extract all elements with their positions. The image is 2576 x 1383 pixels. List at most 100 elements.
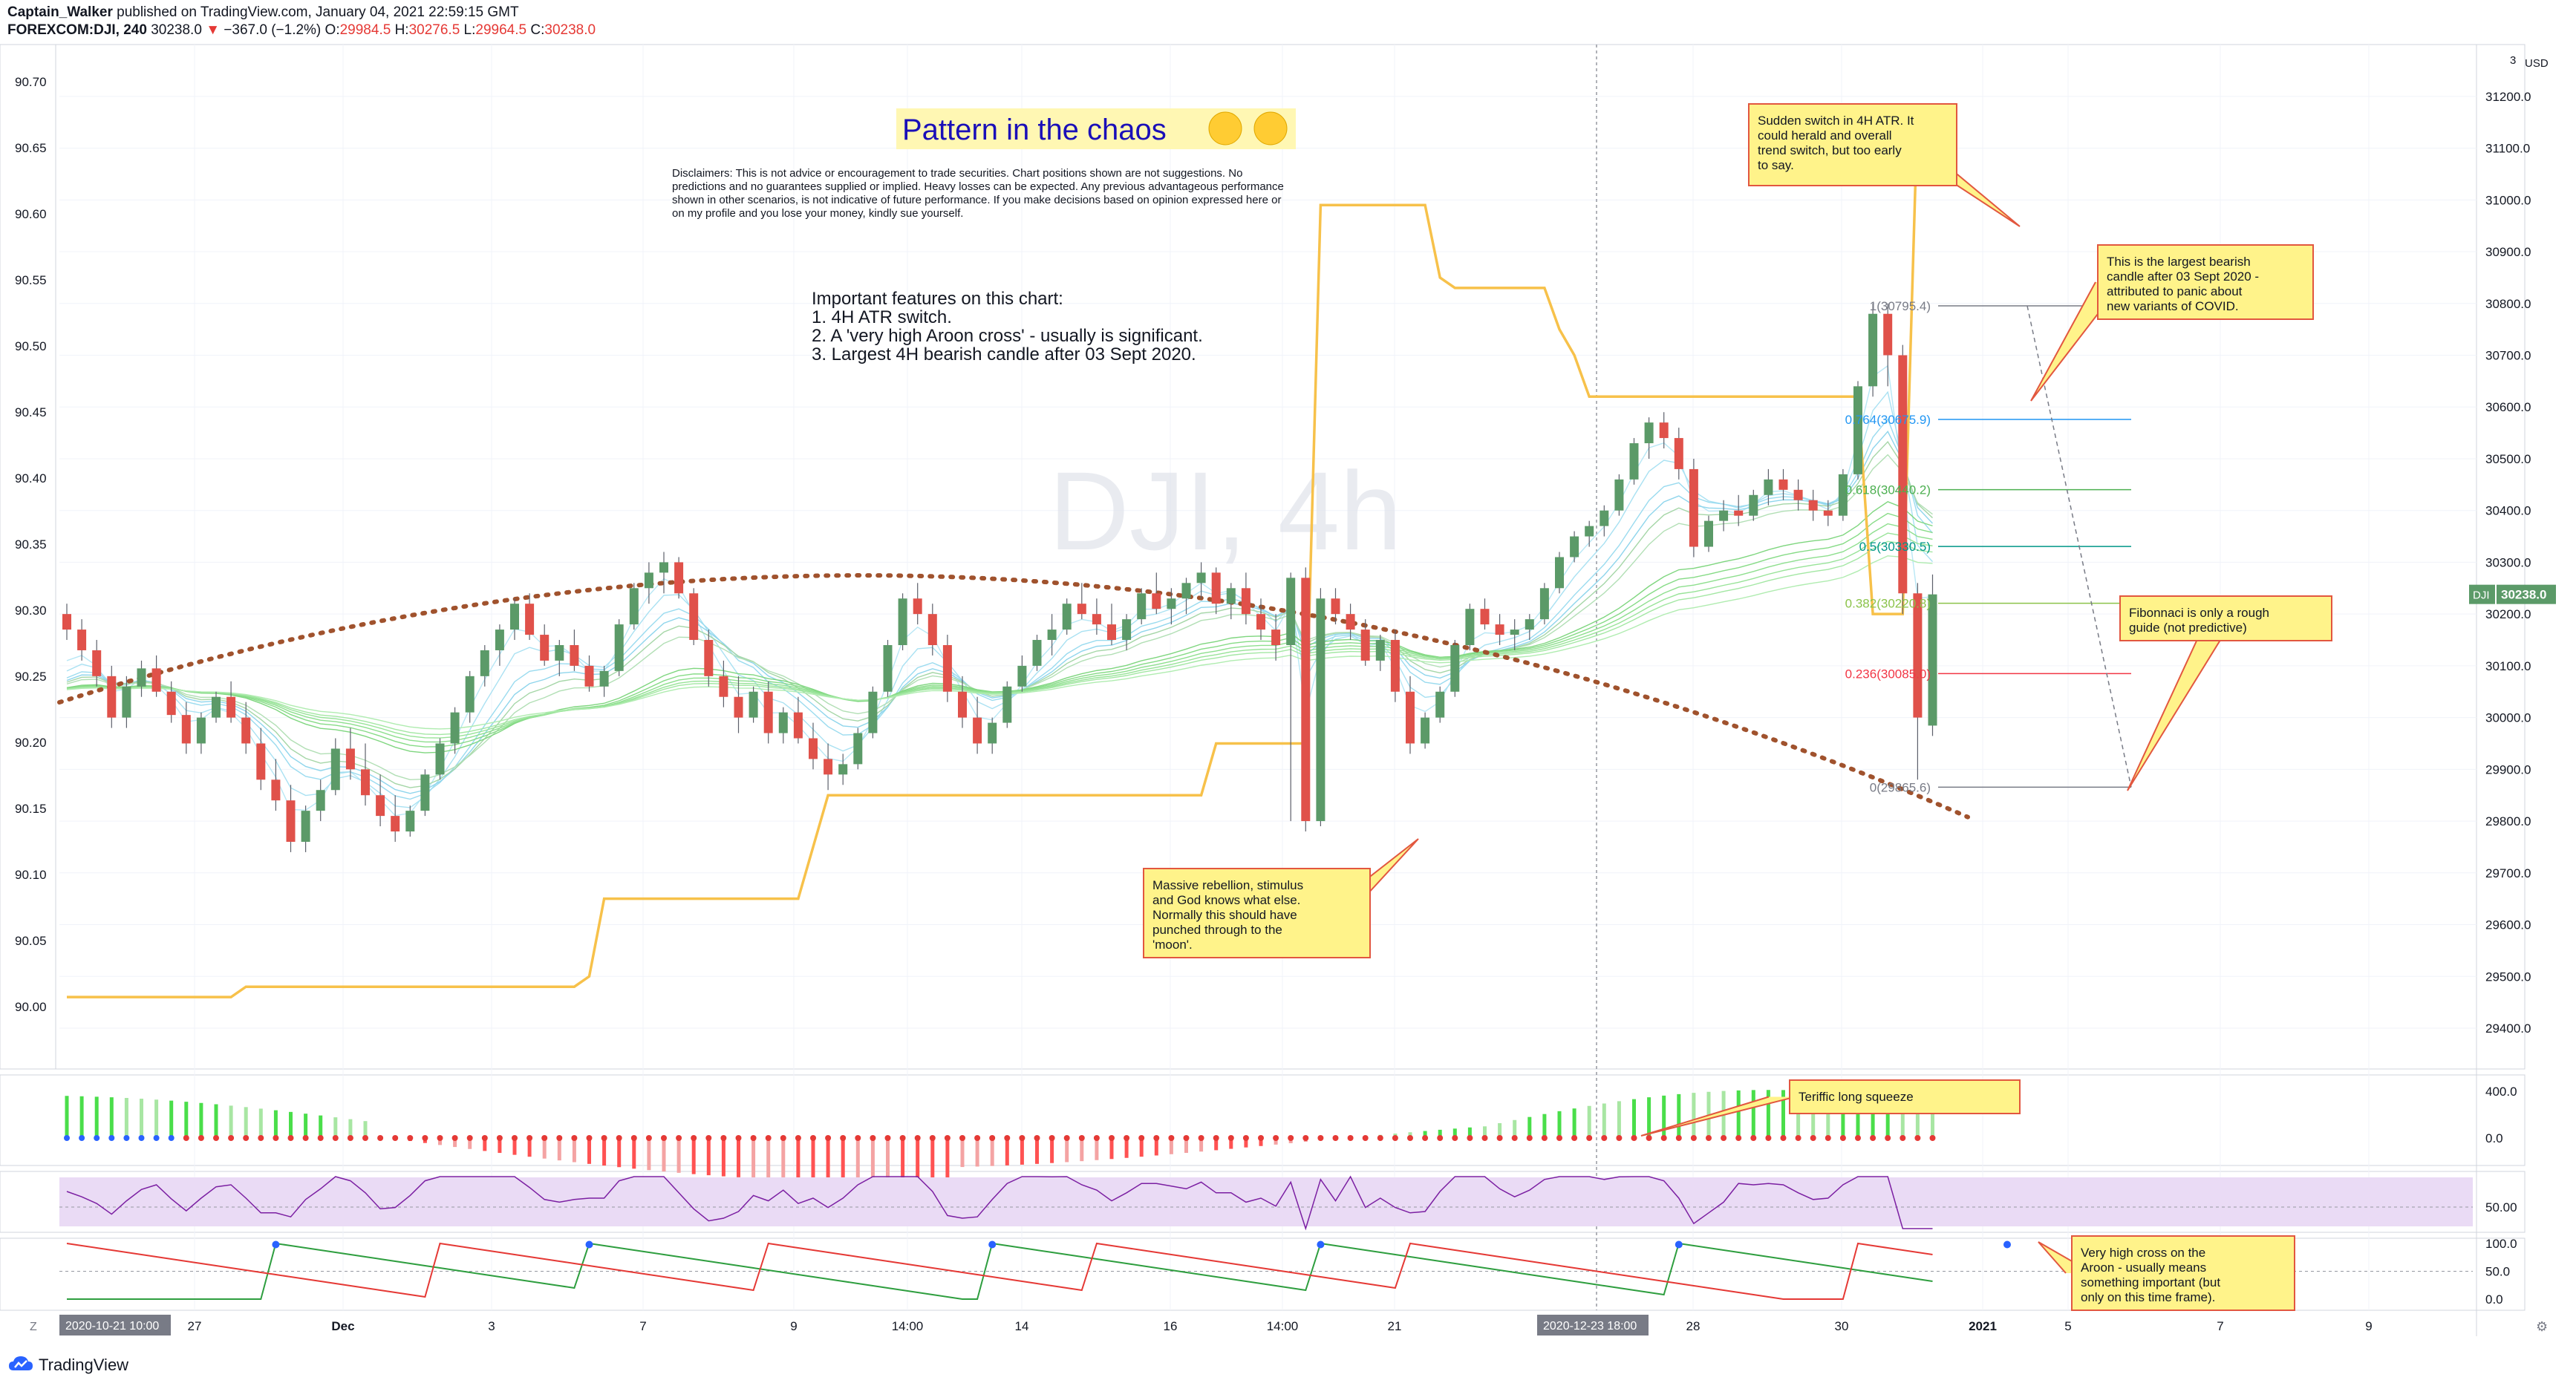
squeeze-dot — [1093, 1135, 1100, 1141]
left-axis-tick: 90.15 — [15, 802, 47, 816]
squeeze-dot — [138, 1135, 145, 1141]
squeeze-dot — [1556, 1135, 1562, 1141]
right-axis-tick: 30100.0 — [2485, 659, 2531, 673]
candle-body — [107, 676, 117, 718]
squeeze-dot — [1646, 1135, 1652, 1141]
atr-callout-text: could herald and overall — [1758, 128, 1892, 143]
candle-body — [1614, 479, 1624, 511]
candle-body — [584, 665, 594, 687]
ema-ribbon-line — [66, 431, 1934, 794]
candle-body — [465, 676, 475, 713]
x-axis-label: 5 — [2064, 1319, 2071, 1333]
candle-body — [1704, 520, 1713, 547]
candle-body — [719, 676, 728, 697]
squeeze-dot — [1242, 1135, 1249, 1141]
low-value: 29964.5 — [475, 22, 527, 38]
squeeze-callout-pointer — [1640, 1096, 1796, 1137]
candle-body — [1898, 355, 1908, 594]
squeeze-dot — [810, 1135, 816, 1141]
symbol-watermark: DJI, 4h — [1049, 448, 1401, 573]
right-axis-tick: 31200.0 — [2485, 90, 2531, 104]
candle-body — [1480, 609, 1490, 625]
squeeze-dot — [974, 1135, 981, 1141]
squeeze-callout-text: Teriffic long squeeze — [1799, 1090, 1914, 1104]
candle-body — [361, 769, 370, 796]
left-axis-tick: 90.05 — [15, 934, 47, 948]
candle-body — [614, 624, 624, 671]
symbol-label[interactable]: FOREXCOM:DJI, 240 — [7, 22, 147, 38]
fib-level-label: 0.764(30675.9) — [1845, 413, 1931, 427]
author-name[interactable]: Captain_Walker — [7, 4, 113, 20]
squeeze-dot — [1377, 1135, 1383, 1141]
candle-body — [778, 712, 788, 733]
published-text: published on TradingView.com, January 04… — [117, 4, 519, 20]
candle-body — [853, 733, 863, 765]
left-axis-tick: 90.50 — [15, 339, 47, 353]
squeeze-dot — [914, 1135, 921, 1141]
squeeze-dot — [1481, 1135, 1488, 1141]
aroon-down-line — [66, 1242, 1933, 1300]
squeeze-dot — [258, 1135, 264, 1141]
squeeze-dot — [1198, 1135, 1204, 1141]
atr-callout-text: to say. — [1758, 158, 1794, 172]
low-label: L: — [463, 22, 476, 38]
squeeze-dot — [332, 1135, 339, 1141]
candle-body — [555, 645, 564, 661]
candle-body — [809, 738, 818, 759]
squeeze-dot — [989, 1135, 996, 1141]
x-axis-label: 9 — [790, 1319, 797, 1333]
squeeze-dot — [1690, 1135, 1697, 1141]
candle-body — [1793, 489, 1803, 500]
x-axis-label: Dec — [331, 1319, 354, 1333]
candle-body — [166, 691, 176, 716]
squeeze-dot — [64, 1135, 70, 1141]
candle-body — [1077, 604, 1086, 615]
right-axis-tick: 29600.0 — [2485, 918, 2531, 932]
squeeze-dot — [1825, 1135, 1831, 1141]
candle-body — [1375, 640, 1385, 661]
x-axis-label: 21 — [1388, 1319, 1402, 1333]
fib-level-label: 1(30795.4) — [1870, 299, 1931, 313]
open-value: 29984.5 — [339, 22, 391, 38]
candle-body — [1421, 717, 1430, 744]
squeeze-dot — [1660, 1135, 1667, 1141]
fib-callout-box — [2119, 595, 2332, 641]
ema-ribbon-line — [66, 555, 1933, 730]
squeeze-dot — [1407, 1135, 1413, 1141]
x-axis-label: 14:00 — [1267, 1319, 1299, 1333]
squeeze-dot — [466, 1135, 473, 1141]
candle-body — [1853, 386, 1862, 474]
candle-body — [1495, 624, 1504, 635]
disclaimer-line: Disclaimers: This is not advice or encou… — [672, 167, 1242, 180]
squeeze-dot — [1437, 1135, 1444, 1141]
fib-trend-line — [2026, 305, 2132, 788]
aroon-callout-text: Very high cross on the — [2081, 1246, 2205, 1260]
squeeze-axis-tick: 400.0 — [2485, 1085, 2517, 1099]
left-axis-tick: 90.10 — [15, 868, 47, 882]
candle-body — [1465, 609, 1475, 645]
squeeze-dot — [317, 1135, 324, 1141]
squeeze-dot — [661, 1135, 667, 1141]
candle-body — [330, 748, 340, 791]
candle-body — [1778, 479, 1788, 490]
tradingview-logo[interactable]: TradingView — [7, 1353, 200, 1378]
candle-body — [883, 645, 893, 692]
candle-body — [241, 717, 251, 744]
candle-body — [256, 743, 266, 780]
candle-body — [77, 630, 87, 650]
left-axis-tick: 90.30 — [15, 604, 47, 618]
candle-body — [763, 691, 773, 733]
right-axis-tick: 29400.0 — [2485, 1021, 2531, 1036]
squeeze-dot — [750, 1135, 757, 1141]
squeeze-dot — [1019, 1135, 1025, 1141]
left-axis-tick: 90.00 — [15, 1000, 47, 1014]
squeeze-dot — [616, 1135, 622, 1141]
x-axis-label: 14:00 — [892, 1319, 924, 1333]
candle-body — [1659, 422, 1669, 439]
tradingview-cloud-icon — [9, 1356, 33, 1370]
gear-icon: ⚙ — [2536, 1319, 2548, 1334]
squeeze-dot — [347, 1135, 353, 1141]
x-axis-badge — [1537, 1315, 1649, 1335]
right-axis-tick: 31100.0 — [2485, 142, 2530, 156]
